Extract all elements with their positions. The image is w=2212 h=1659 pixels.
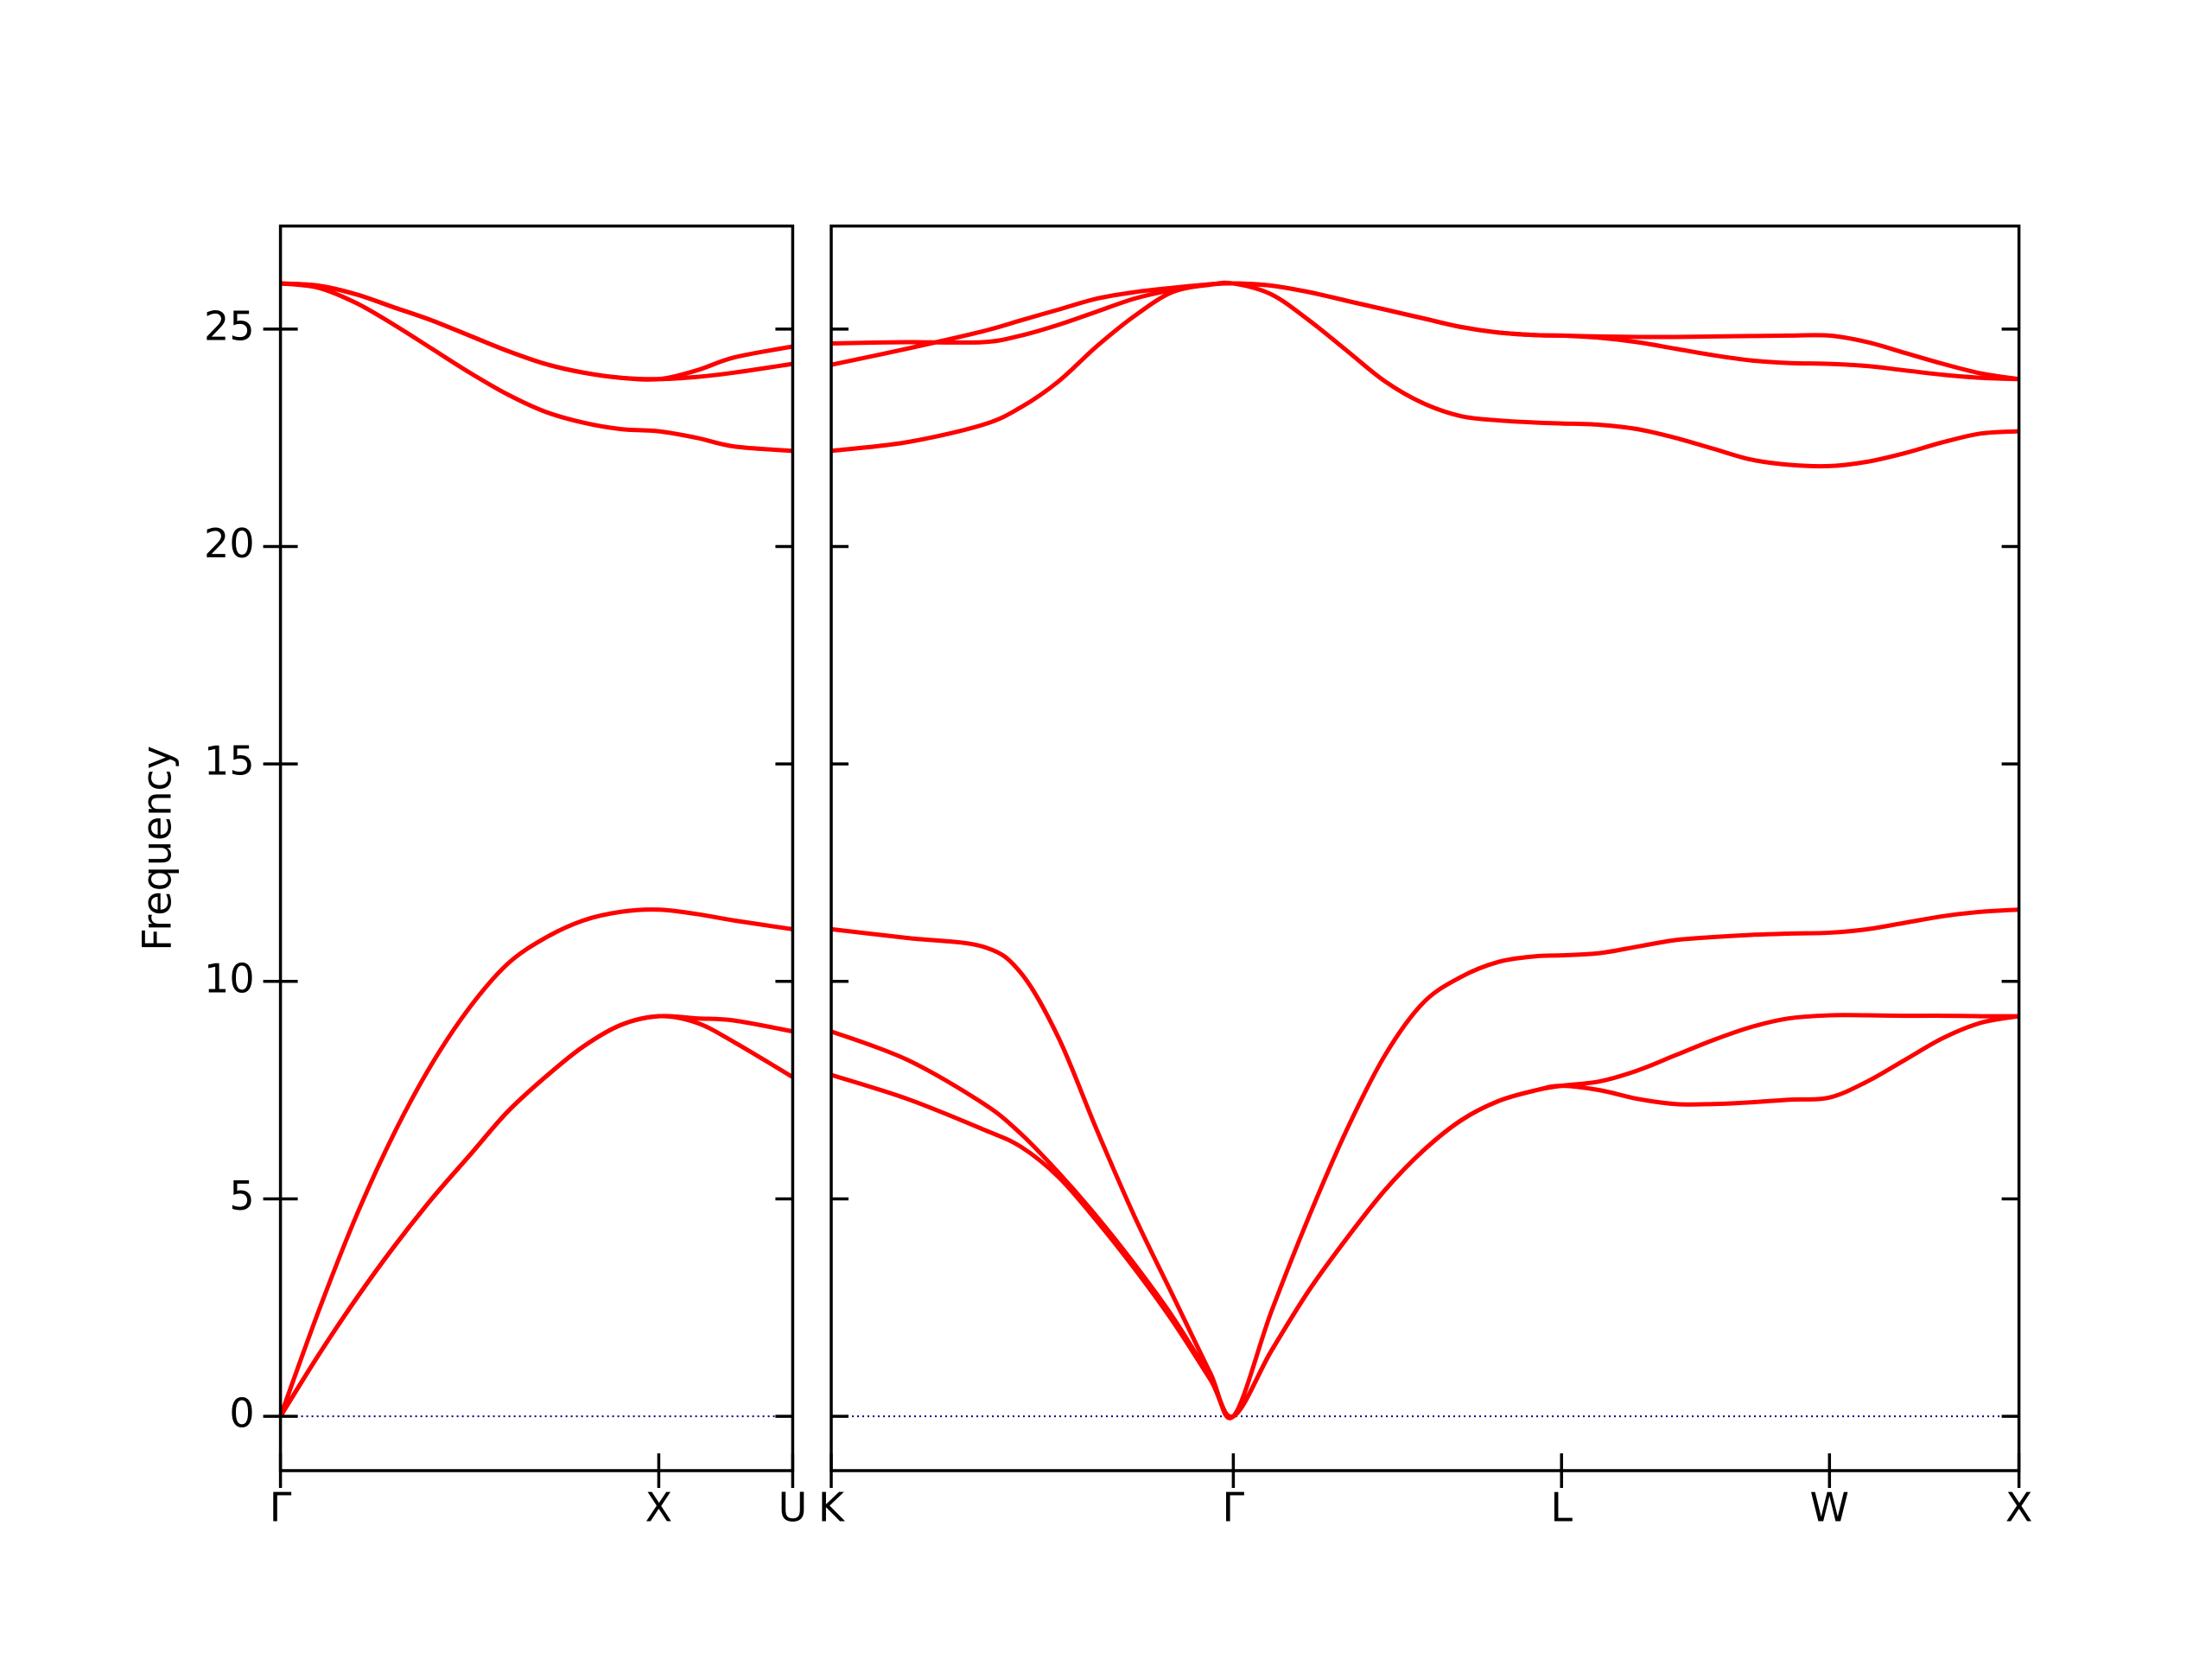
- band-line: [830, 1014, 2020, 1420]
- band-line: [278, 907, 793, 1417]
- band-line: [830, 907, 2019, 1421]
- y-axis-label: Frequency: [134, 746, 181, 951]
- plot-frame: [830, 224, 2021, 1472]
- x-tick-label: Γ: [1223, 1484, 1245, 1531]
- plot-frame: [278, 224, 795, 1472]
- band-line: [830, 281, 2019, 382]
- y-tick-label: 25: [204, 302, 255, 349]
- band-line: [830, 281, 2019, 382]
- band-line: [830, 1013, 2019, 1419]
- band-line: [280, 281, 793, 382]
- x-tick-label: L: [1550, 1484, 1573, 1531]
- y-tick-label: 15: [204, 738, 255, 785]
- y-tick-label: 5: [229, 1173, 254, 1219]
- x-tick-label: X: [645, 1484, 673, 1531]
- x-tick-label: X: [2005, 1484, 2033, 1531]
- y-tick-label: 10: [204, 955, 255, 1001]
- band-line: [280, 281, 793, 454]
- x-tick-label: Γ: [270, 1484, 292, 1531]
- y-tick-label: 20: [204, 520, 255, 567]
- x-tick-label: W: [1810, 1484, 1849, 1531]
- x-tick-label: U: [779, 1484, 808, 1531]
- x-tick-label: K: [818, 1484, 846, 1531]
- y-tick-label: 0: [229, 1390, 254, 1437]
- band-line: [278, 1014, 793, 1418]
- band-line: [830, 280, 2019, 469]
